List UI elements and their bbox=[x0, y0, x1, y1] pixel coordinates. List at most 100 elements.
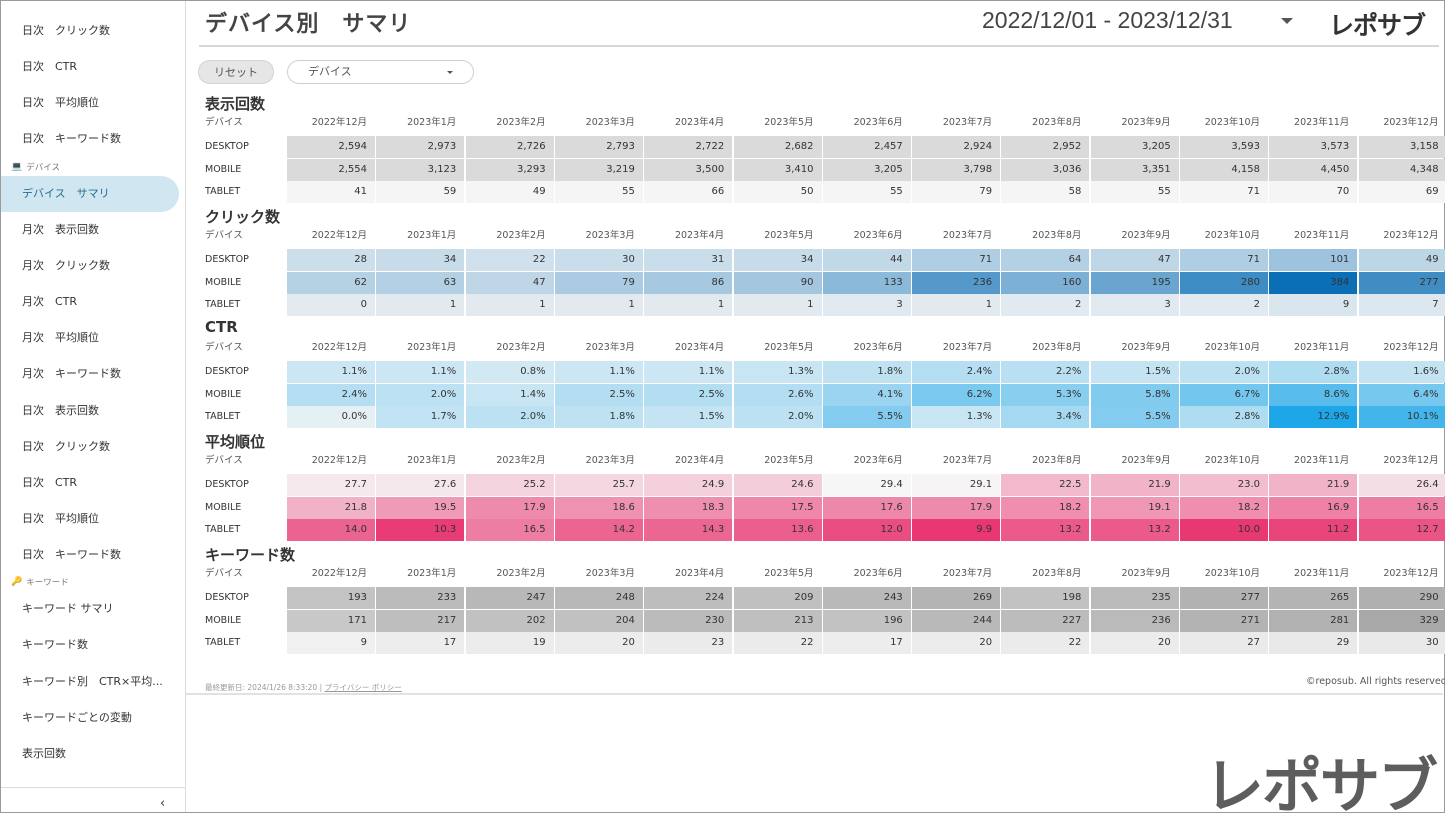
sidebar-item-keyword-3[interactable]: キーワードごとの変動 bbox=[22, 711, 132, 724]
date-range-picker[interactable]: 2022/12/01 - 2023/12/31 bbox=[982, 7, 1233, 33]
column-header-month[interactable]: 2023年6月 bbox=[853, 230, 903, 241]
column-header-month[interactable]: 2023年11月 bbox=[1294, 230, 1350, 241]
sidebar-item-keyword-1[interactable]: キーワード数 bbox=[22, 638, 88, 651]
column-header-month[interactable]: 2023年9月 bbox=[1121, 230, 1171, 241]
column-header-month[interactable]: 2023年8月 bbox=[1032, 568, 1082, 579]
table-cell: 1.5% bbox=[644, 406, 733, 428]
column-header-month[interactable]: 2023年10月 bbox=[1204, 117, 1260, 128]
column-header-month[interactable]: 2023年11月 bbox=[1294, 568, 1350, 579]
column-header-month[interactable]: 2023年10月 bbox=[1204, 568, 1260, 579]
column-header-device[interactable]: デバイス bbox=[205, 342, 243, 353]
column-header-month[interactable]: 2023年12月 bbox=[1383, 117, 1439, 128]
column-header-month[interactable]: 2023年10月 bbox=[1204, 230, 1260, 241]
column-header-month[interactable]: 2023年3月 bbox=[585, 568, 635, 579]
sidebar-item-device-2[interactable]: 月次 クリック数 bbox=[22, 259, 110, 272]
sidebar-item-device-10[interactable]: 日次 キーワード数 bbox=[22, 548, 121, 561]
column-header-month[interactable]: 2023年9月 bbox=[1121, 342, 1171, 353]
table-cell: 4,348 bbox=[1358, 159, 1445, 181]
column-header-month[interactable]: 2023年9月 bbox=[1121, 117, 1171, 128]
column-header-month[interactable]: 2023年6月 bbox=[853, 117, 903, 128]
column-header-month[interactable]: 2023年8月 bbox=[1032, 455, 1082, 466]
column-header-month[interactable]: 2023年4月 bbox=[674, 230, 725, 241]
column-header-month[interactable]: 2023年1月 bbox=[407, 342, 457, 353]
column-header-month[interactable]: 2023年3月 bbox=[585, 455, 635, 466]
sidebar-item-device-1[interactable]: 月次 表示回数 bbox=[22, 223, 99, 236]
reset-button[interactable]: リセット bbox=[198, 60, 274, 84]
column-header-month[interactable]: 2023年4月 bbox=[674, 568, 725, 579]
column-header-month[interactable]: 2023年12月 bbox=[1383, 568, 1439, 579]
sidebar-item-device-3[interactable]: 月次 CTR bbox=[22, 295, 78, 308]
sidebar-item-top-2[interactable]: 日次 平均順位 bbox=[22, 96, 99, 109]
column-header-month[interactable]: 2023年3月 bbox=[585, 117, 635, 128]
column-header-month[interactable]: 2023年12月 bbox=[1383, 230, 1439, 241]
device-filter-select[interactable]: デバイス bbox=[287, 60, 474, 84]
table-cell: 13.6 bbox=[733, 519, 822, 541]
column-header-month[interactable]: 2023年5月 bbox=[764, 117, 814, 128]
column-header-month[interactable]: 2023年11月 bbox=[1294, 117, 1350, 128]
column-header-month[interactable]: 2023年12月 bbox=[1383, 455, 1439, 466]
column-header-month[interactable]: 2023年4月 bbox=[674, 455, 725, 466]
column-header-month[interactable]: 2023年7月 bbox=[942, 230, 993, 241]
column-header-month[interactable]: 2023年3月 bbox=[585, 342, 635, 353]
column-header-month[interactable]: 2023年1月 bbox=[407, 117, 457, 128]
sidebar-item-top-3[interactable]: 日次 キーワード数 bbox=[22, 132, 121, 145]
column-header-month[interactable]: 2023年6月 bbox=[853, 342, 903, 353]
column-header-month[interactable]: 2023年10月 bbox=[1204, 455, 1260, 466]
column-header-month[interactable]: 2022年12月 bbox=[311, 455, 367, 466]
column-header-month[interactable]: 2023年9月 bbox=[1121, 568, 1171, 579]
column-header-month[interactable]: 2023年8月 bbox=[1032, 342, 1082, 353]
sidebar-item-keyword-4[interactable]: 表示回数 bbox=[22, 747, 66, 760]
privacy-policy-link[interactable]: プライバシー ポリシー bbox=[324, 683, 402, 692]
column-header-month[interactable]: 2023年5月 bbox=[764, 342, 814, 353]
column-header-month[interactable]: 2023年2月 bbox=[496, 230, 546, 241]
column-header-month[interactable]: 2022年12月 bbox=[311, 342, 367, 353]
column-header-month[interactable]: 2023年11月 bbox=[1294, 342, 1350, 353]
sidebar-item-device-5[interactable]: 月次 キーワード数 bbox=[22, 367, 121, 380]
column-header-month[interactable]: 2023年12月 bbox=[1383, 342, 1439, 353]
sidebar-item-keyword-0[interactable]: キーワード サマリ bbox=[22, 602, 114, 615]
column-header-month[interactable]: 2022年12月 bbox=[311, 117, 367, 128]
column-header-month[interactable]: 2023年7月 bbox=[942, 568, 993, 579]
column-header-month[interactable]: 2023年1月 bbox=[407, 568, 457, 579]
column-header-month[interactable]: 2023年5月 bbox=[764, 568, 814, 579]
column-header-month[interactable]: 2023年9月 bbox=[1121, 455, 1171, 466]
column-header-month[interactable]: 2023年7月 bbox=[942, 117, 993, 128]
column-header-month[interactable]: 2023年1月 bbox=[407, 230, 457, 241]
column-header-device[interactable]: デバイス bbox=[205, 117, 243, 128]
column-header-month[interactable]: 2023年3月 bbox=[585, 230, 635, 241]
column-header-month[interactable]: 2023年5月 bbox=[764, 455, 814, 466]
column-header-month[interactable]: 2023年2月 bbox=[496, 117, 546, 128]
sidebar-item-device-6[interactable]: 日次 表示回数 bbox=[22, 404, 99, 417]
column-header-month[interactable]: 2023年5月 bbox=[764, 230, 814, 241]
column-header-month[interactable]: 2023年4月 bbox=[674, 117, 725, 128]
column-header-month[interactable]: 2023年6月 bbox=[853, 568, 903, 579]
column-header-month[interactable]: 2023年11月 bbox=[1294, 455, 1350, 466]
column-header-device[interactable]: デバイス bbox=[205, 568, 243, 579]
sidebar-item-device-4[interactable]: 月次 平均順位 bbox=[22, 331, 99, 344]
chevron-down-icon[interactable] bbox=[1281, 18, 1293, 24]
column-header-month[interactable]: 2023年2月 bbox=[496, 568, 546, 579]
sidebar-item-device-0[interactable]: デバイス サマリ bbox=[1, 176, 179, 212]
sidebar-item-device-7[interactable]: 日次 クリック数 bbox=[22, 440, 110, 453]
column-header-month[interactable]: 2023年1月 bbox=[407, 455, 457, 466]
column-header-month[interactable]: 2023年2月 bbox=[496, 455, 546, 466]
column-header-month[interactable]: 2023年7月 bbox=[942, 455, 993, 466]
sidebar-item-keyword-2[interactable]: キーワード別 CTR×平均... bbox=[22, 675, 163, 688]
column-header-month[interactable]: 2023年8月 bbox=[1032, 230, 1082, 241]
column-header-month[interactable]: 2023年8月 bbox=[1032, 117, 1082, 128]
chevron-left-icon[interactable]: ‹ bbox=[160, 796, 166, 811]
sidebar-item-top-0[interactable]: 日次 クリック数 bbox=[22, 24, 110, 37]
column-header-month[interactable]: 2022年12月 bbox=[311, 568, 367, 579]
sidebar-item-device-8[interactable]: 日次 CTR bbox=[22, 476, 78, 489]
column-header-device[interactable]: デバイス bbox=[205, 455, 243, 466]
column-header-month[interactable]: 2023年6月 bbox=[853, 455, 903, 466]
table-cell: 79 bbox=[554, 272, 643, 294]
sidebar-item-device-9[interactable]: 日次 平均順位 bbox=[22, 512, 99, 525]
sidebar-item-top-1[interactable]: 日次 CTR bbox=[22, 60, 78, 73]
column-header-month[interactable]: 2023年4月 bbox=[674, 342, 725, 353]
column-header-month[interactable]: 2023年10月 bbox=[1204, 342, 1260, 353]
column-header-device[interactable]: デバイス bbox=[205, 230, 243, 241]
column-header-month[interactable]: 2022年12月 bbox=[311, 230, 367, 241]
column-header-month[interactable]: 2023年7月 bbox=[942, 342, 993, 353]
column-header-month[interactable]: 2023年2月 bbox=[496, 342, 546, 353]
